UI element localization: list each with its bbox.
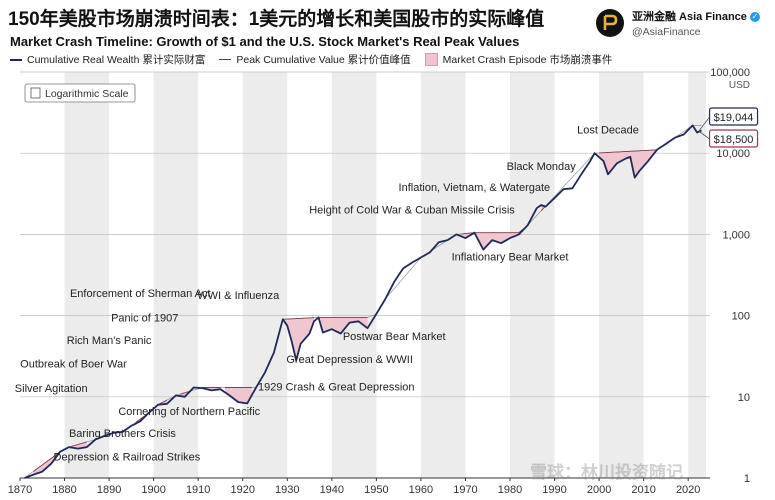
- x-tick-label: 1950: [364, 484, 388, 496]
- x-tick-label: 1920: [230, 484, 254, 496]
- annotation-label: Panic of 1907: [111, 312, 178, 324]
- annotation-label: Silver Agitation: [15, 383, 88, 395]
- annotation-label: Baring Brothers Crisis: [69, 428, 176, 440]
- end-value-crash-box: [708, 129, 759, 148]
- x-tick-label: 1940: [320, 484, 344, 496]
- annotation-label: Depression & Railroad Strikes: [54, 451, 201, 463]
- annotation-label: Black Monday: [507, 161, 577, 173]
- legend-peak-swatch: [219, 59, 232, 60]
- legend-wealth-swatch: [10, 58, 22, 61]
- end-value-crash-label: $18,500: [714, 134, 754, 146]
- x-tick-label: 1980: [498, 484, 522, 496]
- annotation-label: Cornering of Northern Pacific: [118, 406, 260, 418]
- legend-crash: Market Crash Episode 市场崩溃事件: [424, 52, 613, 67]
- annotation-label: Enforcement of Sherman Act: [70, 288, 211, 300]
- brand-block: 亚洲金融 Asia Finance ✓ @AsiaFinance: [596, 8, 760, 38]
- log-scale-label: Logarithmic Scale: [45, 88, 129, 100]
- y-tick-label: 1,000: [722, 229, 750, 241]
- decade-band: [331, 72, 377, 478]
- legend-wealth: Cumulative Real Wealth 累计实际财富: [10, 52, 205, 67]
- log-scale-icon: [30, 87, 41, 99]
- decade-band: [242, 72, 288, 478]
- annotation-label: Inflationary Bear Market: [452, 251, 569, 263]
- x-tick-label: 1870: [8, 484, 32, 496]
- annotation-label: Great Depression & WWII: [286, 354, 413, 366]
- legend-peak: Peak Cumulative Value 累计价值峰值: [219, 52, 411, 67]
- x-tick-label: 2000: [587, 484, 611, 496]
- crash-episode-area: [180, 391, 190, 397]
- y-tick-label: 1: [744, 473, 750, 485]
- x-tick-label: 1890: [97, 484, 121, 496]
- end-value-leader: [699, 131, 710, 140]
- legend-peak-label: Peak Cumulative Value 累计价值峰值: [236, 54, 411, 66]
- y-tick-label: 10,000: [716, 148, 750, 160]
- decade-band: [153, 72, 199, 478]
- x-tick-label: 1960: [409, 484, 433, 496]
- decade-band: [420, 72, 466, 478]
- brand-logo-icon: [596, 9, 624, 37]
- end-value-leader: [698, 116, 710, 131]
- verified-icon: ✓: [749, 12, 760, 22]
- end-value-wealth-box: [708, 107, 759, 126]
- cumulative-wealth-line: [24, 124, 702, 479]
- crash-episode-area: [33, 451, 61, 475]
- log-scale-badge: Logarithmic Scale: [24, 83, 136, 103]
- x-tick-label: 1900: [141, 484, 165, 496]
- crash-episode-area: [224, 387, 252, 404]
- annotation-label: Lost Decade: [577, 124, 639, 136]
- decade-band: [599, 72, 644, 478]
- page-subtitle: Market Crash Timeline: Growth of $1 and …: [10, 34, 520, 49]
- y-tick-label: 10: [738, 392, 750, 404]
- annotation-label: 1929 Crash & Great Depression: [258, 381, 415, 393]
- x-tick-label: 2020: [676, 484, 700, 496]
- decade-band: [64, 72, 110, 478]
- legend-crash-label: Market Crash Episode 市场崩溃事件: [442, 54, 613, 66]
- x-tick-label: 1970: [453, 484, 477, 496]
- brand-name: 亚洲金融 Asia Finance: [632, 11, 747, 23]
- brand-handle: @AsiaFinance: [632, 26, 701, 38]
- log-scale-badge-box: [24, 83, 136, 103]
- x-tick-label: 1990: [542, 484, 566, 496]
- legend-wealth-label: Cumulative Real Wealth 累计实际财富: [27, 54, 206, 66]
- annotation-label: Rich Man's Panic: [67, 335, 152, 347]
- annotation-label: Outbreak of Boer War: [20, 358, 127, 370]
- x-tick-label: 1880: [52, 484, 76, 496]
- x-tick-label: 1930: [275, 484, 299, 496]
- y-tick-label: 100,000: [710, 67, 750, 79]
- y-unit-label: USD: [729, 80, 750, 91]
- x-tick-label: 1910: [186, 484, 210, 496]
- decade-band: [688, 72, 706, 478]
- legend-crash-swatch: [424, 53, 438, 66]
- legend: Cumulative Real Wealth 累计实际财富 Peak Cumul…: [10, 52, 612, 67]
- annotation-label: Postwar Bear Market: [343, 331, 446, 343]
- watermark: 雪球：林川投资随记: [530, 463, 683, 482]
- y-tick-label: 100: [732, 311, 750, 323]
- crash-episode-area: [282, 317, 314, 361]
- page-title: 150年美股市场崩溃时间表：1美元的增长和美国股市的实际峰值: [8, 9, 545, 30]
- annotation-label: Inflation, Vietnam, & Watergate: [399, 182, 551, 194]
- crash-episode-area: [599, 149, 657, 178]
- x-tick-label: 2010: [631, 484, 655, 496]
- decade-band: [510, 72, 555, 478]
- annotation-label: WWI & Influenza: [197, 290, 280, 302]
- end-value-wealth-label: $19,044: [714, 112, 754, 124]
- annotation-label: Height of Cold War & Cuban Missile Crisi…: [309, 205, 515, 217]
